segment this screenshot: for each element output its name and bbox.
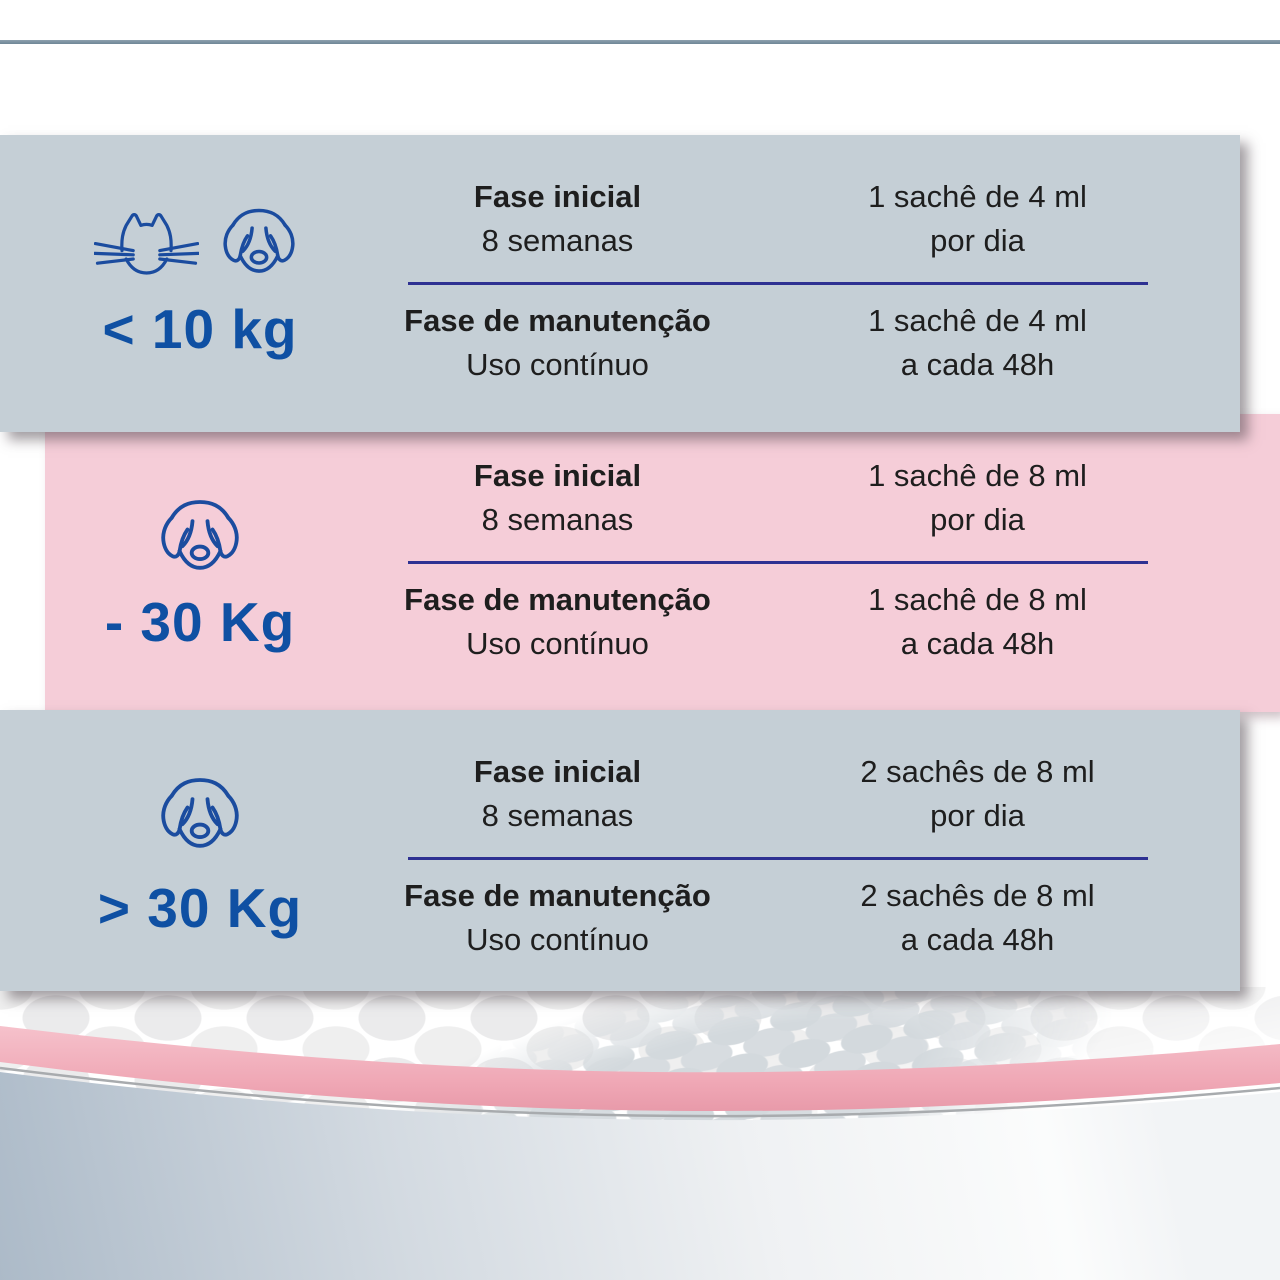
dose-line: 2 sachês de 8 ml	[860, 878, 1095, 913]
phase-duration: Uso contínuo	[466, 626, 649, 661]
dose-line: a cada 48h	[900, 347, 1055, 382]
initial-phase-dose: 2 sachês de 8 ml por dia	[805, 750, 1150, 838]
dose-line: 2 sachês de 8 ml	[860, 754, 1095, 789]
phase-duration: 8 semanas	[481, 798, 634, 833]
dose-line: por dia	[930, 223, 1025, 258]
initial-phase-label: Fase inicial 8 semanas	[385, 175, 730, 263]
dog-icon	[223, 208, 295, 273]
maintenance-phase-dose: 1 sachê de 8 ml a cada 48h	[805, 578, 1150, 666]
dog-icon	[160, 500, 239, 570]
dosage-row-under-10kg: < 10 kg Fase inicial 8 semanas 1 sachê d…	[0, 135, 1240, 432]
weight-label: > 30 Kg	[97, 877, 303, 939]
dose-line: 1 sachê de 4 ml	[868, 179, 1087, 214]
weight-label: < 10 kg	[102, 298, 298, 360]
phase-title: Fase de manutenção	[404, 303, 711, 338]
maintenance-phase-label: Fase de manutenção Uso contínuo	[385, 578, 730, 666]
phase-title: Fase inicial	[473, 179, 642, 214]
phase-duration: 8 semanas	[481, 502, 634, 537]
initial-phase-label: Fase inicial 8 semanas	[385, 750, 730, 838]
maintenance-phase-label: Fase de manutenção Uso contínuo	[385, 874, 730, 962]
initial-phase-dose: 1 sachê de 4 ml por dia	[805, 175, 1150, 263]
dosage-row-under-30kg: - 30 Kg Fase inicial 8 semanas 1 sachê d…	[45, 414, 1280, 712]
bottom-decoration	[0, 870, 1280, 1280]
dose-line: 1 sachê de 8 ml	[868, 582, 1087, 617]
dose-line: por dia	[930, 502, 1025, 537]
initial-phase-label: Fase inicial 8 semanas	[385, 454, 730, 542]
pink-swoosh-graphic	[0, 1026, 1280, 1280]
weight-label: - 30 Kg	[104, 591, 296, 653]
phase-duration: Uso contínuo	[466, 347, 649, 382]
phase-duration: 8 semanas	[481, 223, 634, 258]
phase-divider-line	[408, 561, 1148, 564]
phase-divider-line	[408, 857, 1148, 860]
phase-title: Fase de manutenção	[404, 582, 711, 617]
phase-title: Fase inicial	[473, 754, 642, 789]
phase-duration: Uso contínuo	[466, 922, 649, 957]
dose-line: 1 sachê de 4 ml	[868, 303, 1087, 338]
dose-line: a cada 48h	[900, 922, 1055, 957]
dog-icon	[160, 778, 239, 848]
pink-swoosh	[0, 1026, 1280, 1112]
maintenance-phase-dose: 1 sachê de 4 ml a cada 48h	[805, 299, 1150, 387]
species-icons	[52, 205, 347, 285]
cat-icon	[94, 213, 199, 275]
dose-line: por dia	[930, 798, 1025, 833]
dosage-row-over-30kg: > 30 Kg Fase inicial 8 semanas 2 sachês …	[0, 710, 1240, 991]
bottom-gradient-area	[0, 1072, 1280, 1280]
dose-line: 1 sachê de 8 ml	[868, 458, 1087, 493]
phase-title: Fase inicial	[473, 458, 642, 493]
phase-divider-line	[408, 282, 1148, 285]
maintenance-phase-label: Fase de manutenção Uso contínuo	[385, 299, 730, 387]
maintenance-phase-dose: 2 sachês de 8 ml a cada 48h	[805, 874, 1150, 962]
dose-line: a cada 48h	[900, 626, 1055, 661]
swoosh-underline	[0, 1066, 1280, 1118]
phase-title: Fase de manutenção	[404, 878, 711, 913]
species-icons	[52, 496, 347, 583]
species-icons	[52, 774, 347, 861]
top-divider-line	[0, 40, 1280, 44]
initial-phase-dose: 1 sachê de 8 ml por dia	[805, 454, 1150, 542]
